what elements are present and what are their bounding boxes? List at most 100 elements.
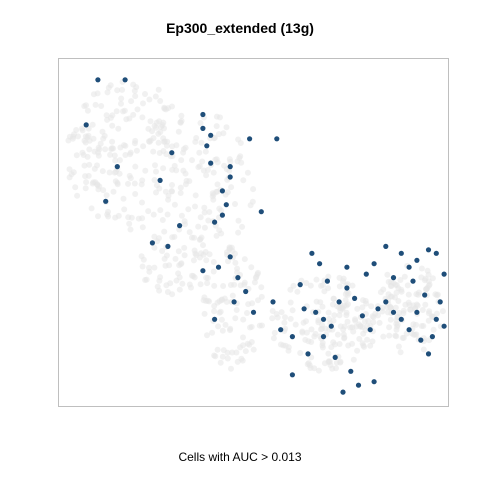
background-cell	[122, 152, 129, 158]
background-cell	[350, 328, 357, 335]
background-cell	[182, 144, 189, 151]
background-cell	[114, 181, 121, 188]
background-cell	[99, 168, 106, 175]
background-cell	[201, 310, 208, 317]
background-cell	[330, 295, 337, 302]
background-cell	[131, 140, 138, 147]
background-cell	[240, 334, 246, 341]
background-cell	[376, 319, 383, 326]
highlighted-cell-point	[425, 247, 432, 253]
background-cell	[394, 321, 401, 328]
background-cell	[304, 361, 311, 368]
highlighted-cell-point	[200, 268, 206, 274]
background-cell	[111, 152, 118, 159]
highlighted-cell-point	[114, 164, 120, 170]
highlighted-cell-point	[406, 327, 412, 333]
background-cell	[232, 201, 238, 207]
background-cell	[175, 128, 182, 135]
background-cell	[318, 282, 325, 289]
background-cell	[418, 323, 425, 329]
highlighted-cell-point	[441, 271, 447, 277]
background-cell	[157, 274, 164, 281]
background-cell	[153, 168, 159, 175]
highlighted-cell-point	[348, 368, 354, 374]
background-cell	[227, 158, 234, 165]
background-cell	[160, 165, 167, 172]
background-cell	[392, 304, 399, 311]
background-cell	[401, 273, 408, 280]
highlighted-cell-point	[414, 309, 420, 315]
background-cell	[180, 167, 187, 174]
highlighted-cell-point	[204, 143, 210, 149]
background-cell	[104, 211, 111, 218]
background-cell	[169, 103, 175, 110]
background-cell	[155, 139, 162, 146]
background-cell	[255, 297, 261, 304]
background-cell	[95, 144, 102, 151]
background-cell	[319, 303, 326, 310]
background-cell	[368, 303, 375, 310]
background-cell	[169, 182, 175, 188]
background-cell	[104, 89, 111, 96]
highlighted-cell-point	[223, 202, 229, 208]
background-cell	[292, 321, 299, 328]
background-cell	[356, 335, 363, 342]
highlighted-cell-point	[324, 278, 330, 284]
background-cell	[217, 114, 223, 121]
background-cell	[82, 173, 89, 180]
background-cell	[157, 207, 164, 214]
background-cell	[430, 326, 437, 333]
background-cell	[159, 217, 166, 223]
background-cell	[311, 333, 318, 340]
background-cell	[190, 257, 197, 264]
background-cell	[128, 98, 135, 105]
highlighted-cell-point	[359, 313, 365, 319]
background-cell	[138, 253, 145, 260]
highlighted-cell-point	[200, 111, 206, 118]
background-cell	[118, 95, 125, 102]
background-cell	[197, 120, 204, 126]
background-cell	[299, 328, 306, 335]
background-cell	[343, 312, 350, 319]
background-cell	[107, 114, 114, 121]
highlighted-cell-point	[215, 264, 222, 270]
background-cell	[153, 124, 160, 131]
background-cell	[229, 349, 236, 356]
background-cells	[65, 78, 446, 374]
background-cell	[285, 344, 292, 351]
background-cell	[326, 316, 332, 322]
background-cell	[336, 274, 343, 281]
background-cell	[186, 281, 193, 288]
highlighted-cell-point	[169, 150, 175, 156]
background-cell	[229, 247, 236, 254]
background-cell	[82, 139, 89, 146]
highlighted-cell-point	[437, 299, 443, 305]
background-cell	[280, 342, 287, 349]
background-cell	[176, 286, 183, 293]
highlighted-cell-point	[406, 264, 412, 270]
background-cell	[251, 279, 258, 286]
background-cell	[237, 153, 244, 160]
highlighted-cell-point	[355, 382, 362, 388]
background-cell	[395, 298, 402, 304]
background-cell	[107, 82, 114, 89]
background-cell	[120, 108, 126, 115]
background-cell	[92, 101, 99, 108]
highlighted-cell-point	[320, 316, 327, 322]
background-cell	[150, 211, 157, 218]
background-cell	[173, 167, 180, 174]
background-cell	[210, 196, 217, 203]
background-cell	[106, 169, 113, 176]
background-cell	[247, 324, 253, 331]
background-cell	[204, 332, 210, 339]
highlighted-cell-point	[383, 299, 389, 305]
background-cell	[210, 268, 217, 275]
background-cell	[153, 189, 159, 196]
background-cell	[164, 289, 171, 295]
background-cell	[393, 333, 400, 340]
background-cell	[325, 350, 332, 357]
background-cell	[235, 229, 242, 236]
highlighted-cell-point	[250, 309, 257, 315]
background-cell	[154, 238, 161, 245]
background-cell	[91, 148, 98, 155]
